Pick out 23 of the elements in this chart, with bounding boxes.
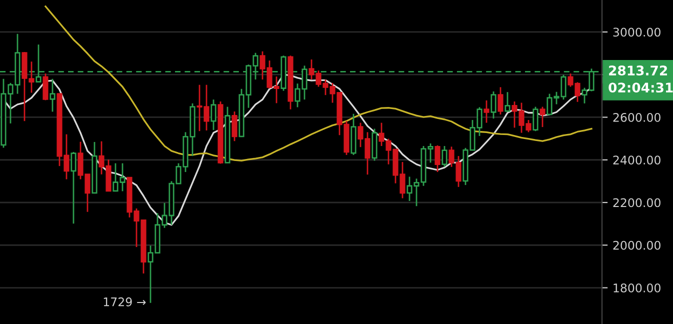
candlestick <box>232 110 238 142</box>
candlestick <box>490 90 496 120</box>
text: 02:04:31 <box>608 82 673 93</box>
candlestick <box>442 145 448 168</box>
y-tick-label: 2600.00 <box>613 112 660 122</box>
candlestick <box>210 98 216 131</box>
candlestick <box>504 91 510 113</box>
ref-line-label: 2813.72 <box>609 66 667 76</box>
y-tick-label: 3000.00 <box>613 28 660 37</box>
y-tick-label: 2000.00 <box>613 240 660 250</box>
candlestick <box>50 78 56 112</box>
y-tick-label: 2200.00 <box>613 198 660 208</box>
candlestick <box>434 144 440 173</box>
candlestick <box>540 106 546 128</box>
y-tick-label: 2400.00 <box>613 156 660 165</box>
annotation: 1729 → <box>104 297 146 306</box>
candlestick <box>532 106 538 132</box>
line-series <box>44 6 592 162</box>
candlestick <box>484 100 490 124</box>
y-tick-label: 1800.00 <box>614 283 660 292</box>
candlestick <box>70 151 76 224</box>
candlestick <box>42 72 48 101</box>
candlestick <box>498 86 504 116</box>
